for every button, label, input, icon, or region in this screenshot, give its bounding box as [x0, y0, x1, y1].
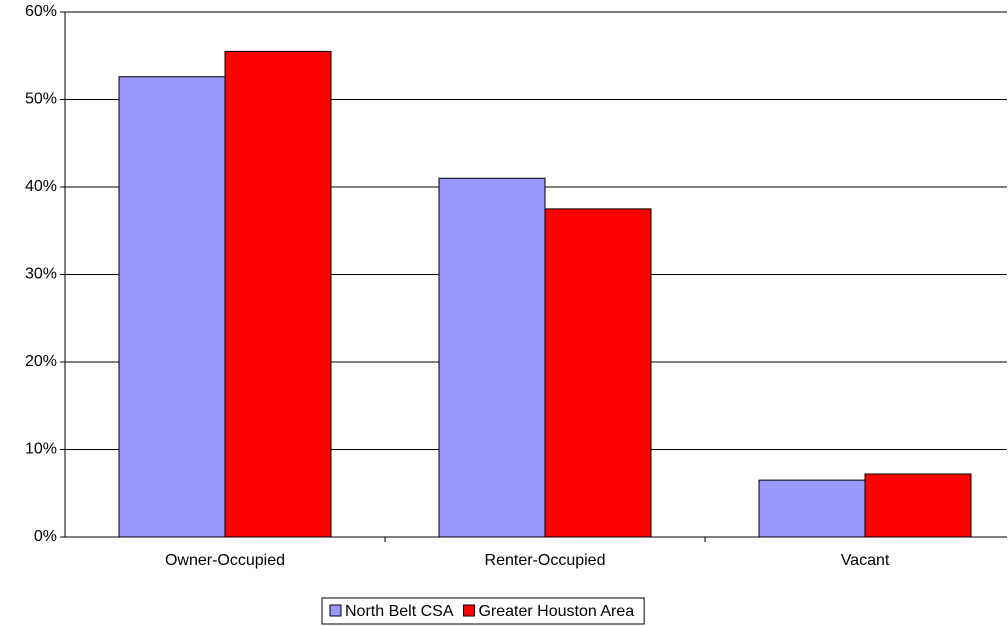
- legend-swatch: [462, 604, 475, 617]
- bar: [118, 76, 226, 538]
- y-tick-label: 60%: [25, 3, 57, 20]
- y-tick-label: 10%: [25, 441, 57, 458]
- y-tick-label: 40%: [25, 178, 57, 195]
- bar: [438, 177, 546, 538]
- bar: [864, 473, 972, 538]
- x-tick-label: Renter-Occupied: [485, 552, 606, 569]
- legend-swatch: [329, 604, 342, 617]
- y-tick-label: 20%: [25, 353, 57, 370]
- legend-box: [321, 597, 645, 625]
- legend-label: Greater Houston Area: [478, 603, 634, 620]
- legend-label: North Belt CSA: [345, 603, 454, 620]
- x-tick-label: Owner-Occupied: [165, 552, 285, 569]
- y-tick-label: 0%: [34, 528, 57, 545]
- bar: [544, 208, 652, 538]
- bar: [224, 50, 332, 538]
- y-tick-label: 50%: [25, 91, 57, 108]
- y-tick-label: 30%: [25, 266, 57, 283]
- bar: [758, 479, 866, 538]
- x-tick-label: Vacant: [841, 552, 890, 569]
